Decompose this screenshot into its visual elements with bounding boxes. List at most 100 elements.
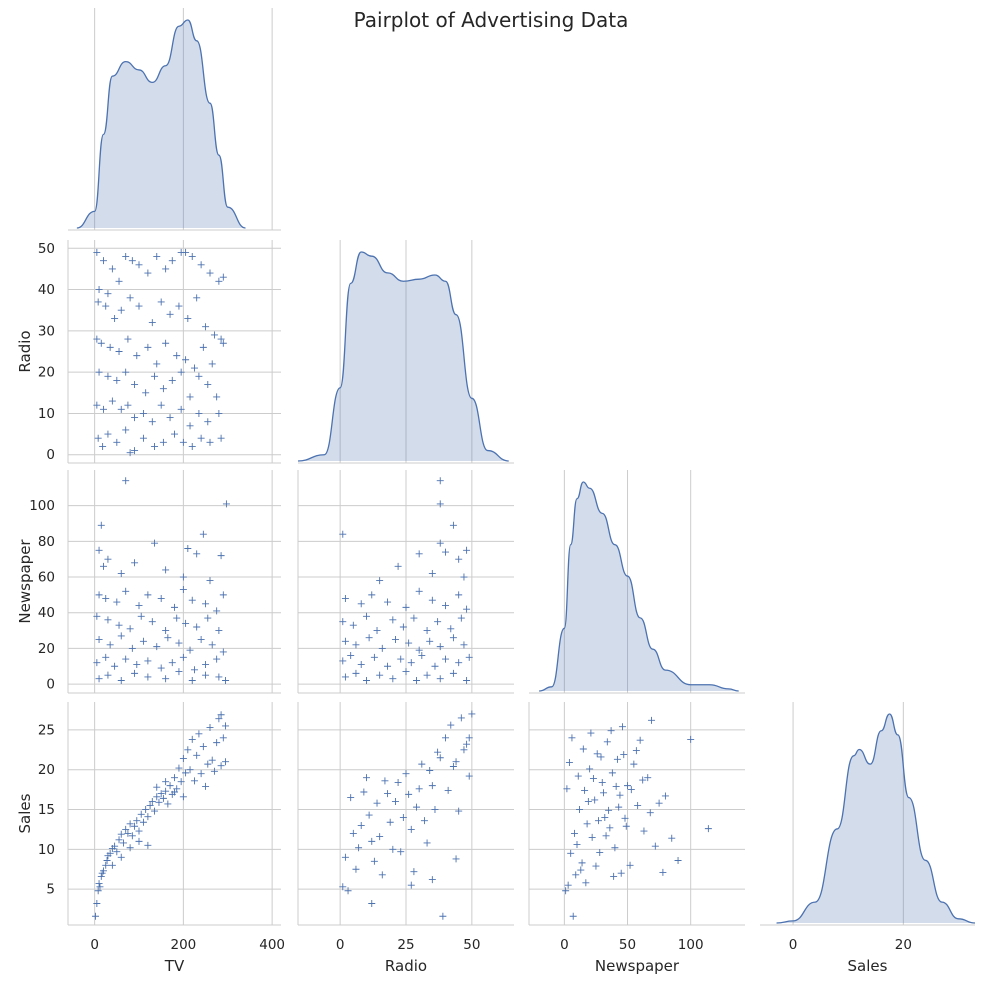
scatter-point: [122, 426, 130, 434]
scatter-point: [418, 760, 426, 768]
scatter-point: [612, 782, 620, 790]
scatter-point: [155, 798, 163, 806]
scatter-point: [208, 641, 216, 649]
scatter-point: [463, 677, 471, 685]
scatter-point: [213, 739, 221, 747]
scatter-point: [188, 442, 196, 450]
scatter-point: [102, 302, 110, 310]
scatter-point: [131, 447, 139, 455]
scatter-point: [162, 675, 170, 683]
scatter-point: [148, 418, 156, 426]
scatter-point: [636, 736, 644, 744]
y-tick-label: 40: [38, 282, 55, 298]
scatter-point: [436, 477, 444, 485]
scatter-point: [100, 562, 107, 570]
scatter-point: [159, 794, 167, 802]
scatter-point: [415, 550, 423, 558]
scatter-point: [603, 738, 611, 746]
scatter-point: [93, 659, 101, 667]
scatter-point: [128, 257, 136, 265]
scatter-point: [148, 618, 156, 626]
scatter-point: [179, 653, 187, 661]
scatter-point: [413, 677, 421, 685]
x-axis-label-radio: Radio: [385, 957, 427, 975]
scatter-point: [436, 643, 444, 651]
scatter-point: [153, 360, 161, 368]
scatter-point: [199, 530, 207, 538]
scatter-point: [124, 401, 132, 409]
scatter-point: [621, 814, 629, 822]
scatter-point: [617, 869, 625, 877]
scatter-point: [413, 803, 421, 811]
scatter-point: [148, 798, 156, 806]
scatter-point: [206, 577, 214, 585]
scatter-point: [362, 677, 370, 685]
x-axis-label-sales: Sales: [848, 957, 888, 975]
scatter-point: [171, 774, 178, 782]
scatter-point: [384, 662, 392, 670]
scatter-point: [115, 621, 123, 629]
scatter-point: [162, 265, 170, 273]
scatter-point: [115, 348, 123, 355]
scatter-point: [586, 765, 594, 773]
scatter-point: [124, 829, 132, 837]
scatter-point: [402, 603, 410, 611]
scatter-point: [341, 637, 349, 645]
scatter-point: [148, 319, 156, 327]
scatter-point: [668, 834, 676, 842]
scatter-point: [153, 783, 161, 791]
scatter-point: [182, 356, 190, 364]
scatter-point: [399, 813, 407, 821]
scatter-point: [124, 335, 132, 343]
scatter-point: [339, 530, 347, 538]
y-tick-label: 0: [46, 677, 55, 693]
scatter-point: [431, 806, 439, 814]
scatter-point: [186, 393, 194, 401]
scatter-point: [215, 627, 223, 635]
kde-fill-newspaper: [539, 482, 739, 691]
scatter-point: [463, 740, 471, 748]
scatter-point: [611, 844, 619, 852]
scatter-point: [197, 770, 205, 778]
scatter-point: [202, 671, 210, 679]
scatter-point: [460, 746, 468, 754]
x-tick-label: 0: [90, 937, 99, 953]
scatter-point: [166, 782, 174, 790]
scatter-point: [394, 562, 402, 570]
scatter-point: [222, 758, 230, 766]
scatter-point: [436, 539, 444, 547]
scatter-point: [436, 500, 444, 508]
scatter-point: [378, 871, 386, 879]
y-tick-label: 10: [38, 406, 55, 422]
y-tick-label: 60: [38, 570, 55, 586]
scatter-point: [104, 616, 112, 624]
scatter-point: [605, 806, 613, 814]
scatter-point: [208, 360, 216, 368]
scatter-point: [175, 764, 183, 772]
scatter-panel-sales-vs-newspaper: [528, 702, 745, 926]
scatter-point: [410, 614, 418, 622]
scatter-point: [370, 857, 378, 865]
scatter-point: [137, 612, 145, 620]
scatter-point: [463, 546, 471, 554]
scatter-point: [108, 265, 116, 273]
scatter-point: [634, 802, 642, 810]
scatter-point: [142, 389, 150, 397]
scatter-point: [219, 591, 227, 599]
scatter-point: [106, 641, 114, 649]
scatter-point: [157, 790, 165, 798]
scatter-point: [468, 710, 476, 718]
scatter-point: [376, 577, 384, 585]
scatter-point: [95, 286, 103, 294]
y-axis-label-sales: Sales: [16, 793, 34, 833]
scatter-point: [151, 807, 159, 815]
scatter-point: [339, 618, 347, 626]
scatter-point: [135, 261, 143, 269]
scatter-point: [399, 623, 407, 631]
scatter-point: [616, 791, 624, 799]
scatter-point: [182, 769, 190, 777]
scatter-point: [592, 862, 600, 870]
scatter-point: [93, 248, 101, 256]
scatter-point: [131, 381, 139, 389]
scatter-point: [175, 302, 183, 310]
